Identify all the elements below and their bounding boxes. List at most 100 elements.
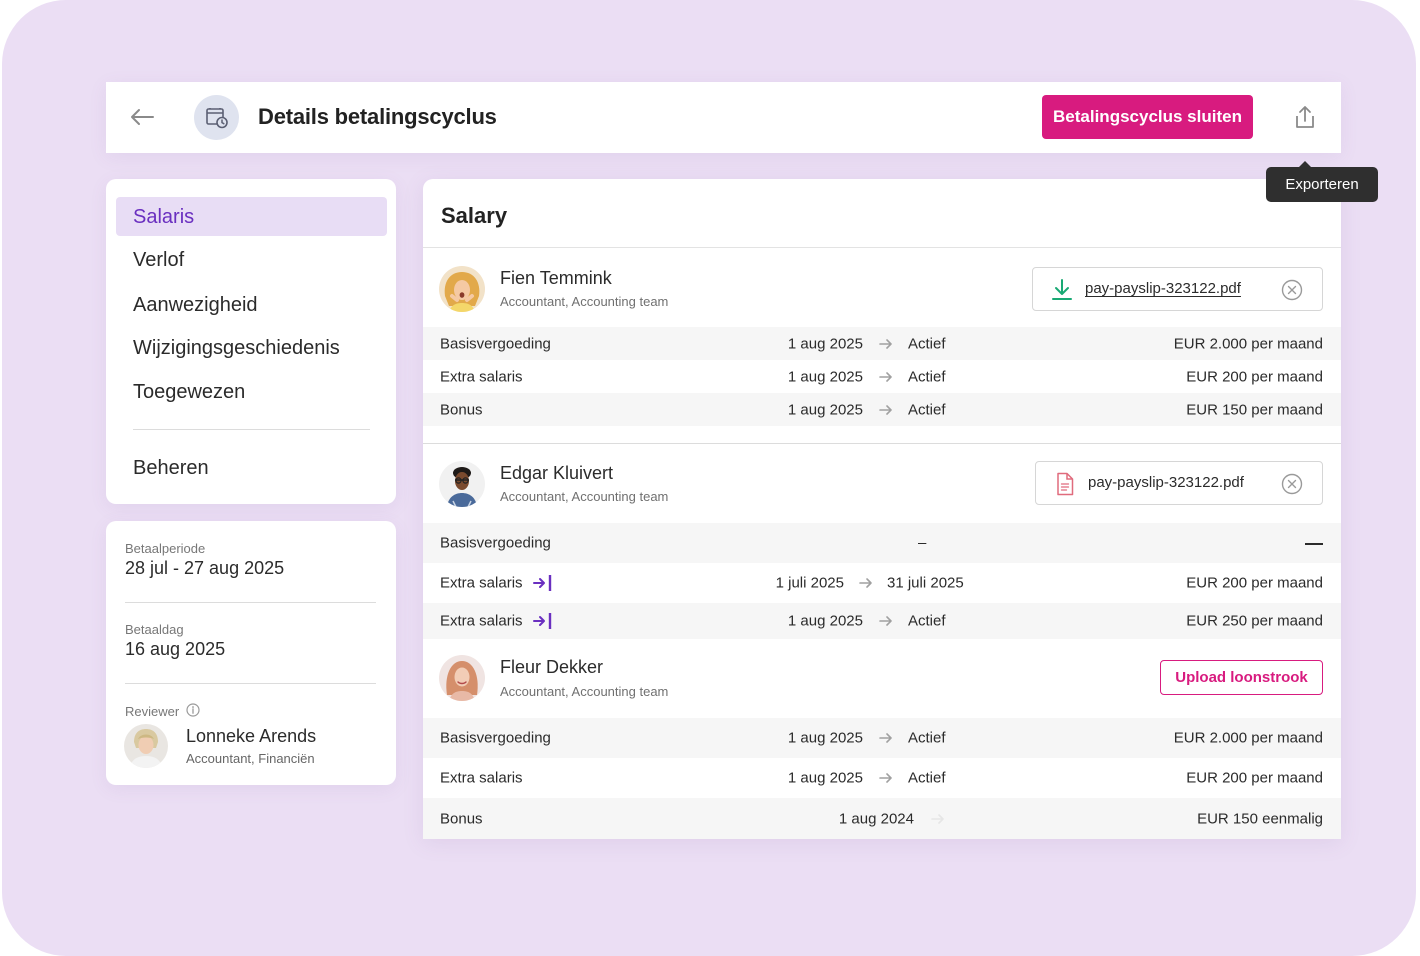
payslip-file: pay-payslip-323122.pdf [1032, 267, 1323, 311]
nav-item-toegewezen[interactable]: Toegewezen [133, 381, 246, 403]
pay-period-value: 28 jul - 27 aug 2025 [125, 558, 285, 578]
header-divider [423, 247, 1341, 248]
salary-row: Bonus 1 aug 2024 EUR 150 eenmalig [423, 798, 1341, 839]
remove-file-icon[interactable] [1281, 473, 1303, 495]
arrow-right-icon [879, 404, 892, 415]
export-tooltip: Exporteren [1266, 161, 1378, 202]
start-date: 1 juli 2025 [775, 574, 844, 592]
salary-row: Extra salaris 1 aug 2025 Actief EUR 200 … [423, 758, 1341, 798]
end-status: Actief [908, 769, 946, 787]
salary-row: Extra salaris 1 juli 2025 31 juli 2025 E… [423, 563, 1341, 603]
employee-name: Fien Temmink [500, 268, 612, 288]
arrow-right-icon [859, 578, 872, 588]
salary-amount: EUR 150 per maand [1186, 401, 1323, 418]
salary-row: Basisvergoeding 1 aug 2025 Actief EUR 2.… [423, 718, 1341, 758]
close-payment-cycle-button[interactable]: Betalingscyclus sluiten [1042, 95, 1253, 139]
payment-cycle-icon [194, 95, 239, 140]
reviewer-role: Accountant, Financiën [186, 751, 315, 766]
end-status: Actief [908, 612, 946, 630]
nav-item-beheren[interactable]: Beheren [133, 457, 209, 479]
salary-amount: EUR 250 per maand [1186, 612, 1323, 630]
salary-amount: EUR 200 per maand [1186, 574, 1323, 592]
salary-type: Extra salaris [440, 769, 523, 787]
info-icon[interactable] [186, 703, 200, 717]
upload-payslip-button[interactable]: Upload loonstrook [1160, 660, 1323, 695]
salary-row: Basisvergoeding 1 aug 2025 Actief EUR 2.… [423, 327, 1341, 360]
salary-row: Extra salaris 1 aug 2025 Actief EUR 250 … [423, 603, 1341, 639]
start-date: 1 aug 2025 [787, 401, 863, 418]
remove-file-icon[interactable] [1281, 279, 1303, 301]
employee-role: Accountant, Accounting team [500, 294, 669, 309]
employee-name: Fleur Dekker [500, 657, 604, 677]
salary-row: Bonus 1 aug 2025 Actief EUR 150 per maan… [423, 393, 1341, 426]
salary-type: Basisvergoeding [440, 729, 551, 747]
employee-avatar [439, 266, 485, 312]
salary-title: Salary [441, 203, 508, 228]
back-arrow-icon[interactable] [128, 105, 156, 129]
arrow-right-icon [931, 813, 944, 824]
end-status: Actief [908, 335, 946, 352]
employee-avatar [439, 655, 485, 701]
nav-active-highlight [116, 197, 387, 236]
salary-row: Basisvergoeding – [423, 523, 1341, 563]
employee-role: Accountant, Accounting team [500, 489, 669, 504]
export-icon[interactable] [1292, 104, 1318, 130]
pay-period-label: Betaalperiode [125, 541, 206, 556]
salary-type: Bonus [440, 401, 483, 418]
side-navigation: Salaris Verlof Aanwezigheid Wijzigingsge… [106, 179, 396, 504]
arrow-right-icon [879, 773, 892, 783]
end-date: 31 juli 2025 [887, 574, 964, 592]
start-date: 1 aug 2025 [787, 769, 863, 787]
salary-amount: EUR 200 per maand [1186, 368, 1323, 385]
employee-divider [423, 443, 1341, 444]
reviewer-avatar [124, 724, 168, 768]
page-title: Details betalingscyclus [258, 104, 497, 129]
salary-type: Extra salaris [440, 368, 523, 385]
pay-day-label: Betaaldag [125, 622, 184, 637]
start-date: 1 aug 2025 [787, 368, 863, 385]
arrow-right-icon [879, 733, 892, 743]
amount-empty-dash [1305, 543, 1323, 545]
employee-avatar [439, 461, 485, 507]
employee-role: Accountant, Accounting team [500, 684, 669, 699]
salary-type: Extra salaris [440, 612, 523, 630]
salary-panel: Salary Fien Temmink Accountant, Accounti… [423, 179, 1341, 839]
start-date: 1 aug 2024 [838, 810, 914, 827]
nav-item-wijzigingsgeschiedenis[interactable]: Wijzigingsgeschiedenis [133, 337, 340, 359]
start-date: – [918, 534, 927, 552]
salary-type: Extra salaris [440, 574, 523, 592]
nav-item-salaris[interactable]: Salaris [133, 206, 195, 228]
payslip-link[interactable]: pay-payslip-323122.pdf [1085, 280, 1241, 297]
arrow-right-icon [879, 338, 892, 349]
salary-type: Basisvergoeding [440, 534, 551, 552]
end-status: Actief [908, 401, 946, 418]
start-date: 1 aug 2025 [787, 335, 863, 352]
salary-type: Basisvergoeding [440, 335, 551, 352]
start-date: 1 aug 2025 [787, 729, 863, 747]
salary-amount: EUR 2.000 per maand [1173, 335, 1323, 352]
reviewer-name: Lonneke Arends [186, 726, 317, 746]
salary-type: Bonus [440, 810, 483, 827]
pdf-file-icon [1057, 472, 1074, 496]
salary-row: Extra salaris 1 aug 2025 Actief EUR 200 … [423, 360, 1341, 393]
nav-divider [133, 429, 370, 430]
payslip-name: pay-payslip-323122.pdf [1088, 474, 1244, 491]
start-date: 1 aug 2025 [787, 612, 863, 630]
nav-item-aanwezigheid[interactable]: Aanwezigheid [133, 294, 258, 316]
salary-amount: EUR 200 per maand [1186, 769, 1323, 787]
download-icon[interactable] [1051, 278, 1073, 302]
end-status: Actief [908, 729, 946, 747]
payslip-file: pay-payslip-323122.pdf [1035, 461, 1323, 505]
employee-name: Edgar Kluivert [500, 463, 614, 483]
nav-item-verlof[interactable]: Verlof [133, 249, 185, 271]
pay-day-value: 16 aug 2025 [125, 639, 226, 659]
change-arrow-icon [533, 613, 552, 629]
end-status: Actief [908, 368, 946, 385]
arrow-right-icon [879, 371, 892, 382]
cycle-info-card: Betaalperiode 28 jul - 27 aug 2025 Betaa… [106, 521, 396, 785]
reviewer-label: Reviewer [125, 704, 180, 719]
header-bar: Details betalingscyclus Betalingscyclus … [106, 82, 1341, 153]
info-divider [125, 683, 376, 684]
salary-amount: EUR 2.000 per maand [1173, 729, 1323, 747]
